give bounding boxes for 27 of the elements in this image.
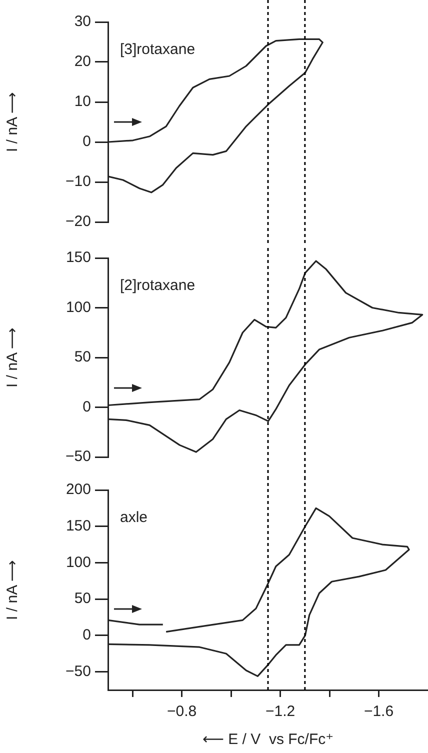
y-tick-label: −50 bbox=[66, 662, 91, 680]
y-tick-label: 200 bbox=[66, 481, 91, 498]
y-axis-title: I / nA ⟶ bbox=[4, 328, 22, 388]
y-tick-label: 50 bbox=[74, 348, 91, 366]
y-tick-label: 150 bbox=[66, 518, 91, 535]
y-axis-title: I / nA ⟶ bbox=[4, 92, 22, 152]
y-tick-label: 0 bbox=[82, 398, 91, 416]
y-tick-label: 10 bbox=[74, 93, 91, 110]
x-tick-label: −1.6 bbox=[364, 703, 394, 720]
y-tick-label: 0 bbox=[82, 133, 91, 150]
y-tick-label: 50 bbox=[74, 590, 91, 608]
y-tick-label: 30 bbox=[74, 13, 91, 30]
y-tick-label: −50 bbox=[66, 448, 91, 466]
x-axis-title: ⟵ E / V vs Fc/Fc⁺ bbox=[202, 731, 334, 748]
y-tick-label: 100 bbox=[66, 298, 91, 316]
y-tick-label: 100 bbox=[66, 554, 91, 571]
x-tick-label: −1.2 bbox=[265, 703, 296, 720]
y-axis-title: I / nA ⟶ bbox=[4, 560, 22, 620]
annotation: [2]rotaxane bbox=[120, 277, 196, 294]
y-tick-label: −10 bbox=[66, 173, 91, 190]
annotation: [3]rotaxane bbox=[120, 41, 196, 58]
y-tick-label: −20 bbox=[66, 213, 91, 230]
y-tick-label: 150 bbox=[66, 249, 91, 266]
annotation: axle bbox=[120, 509, 148, 526]
y-tick-label: 0 bbox=[82, 626, 91, 644]
x-tick-label: −0.8 bbox=[167, 703, 197, 720]
y-tick-label: 20 bbox=[74, 53, 91, 70]
